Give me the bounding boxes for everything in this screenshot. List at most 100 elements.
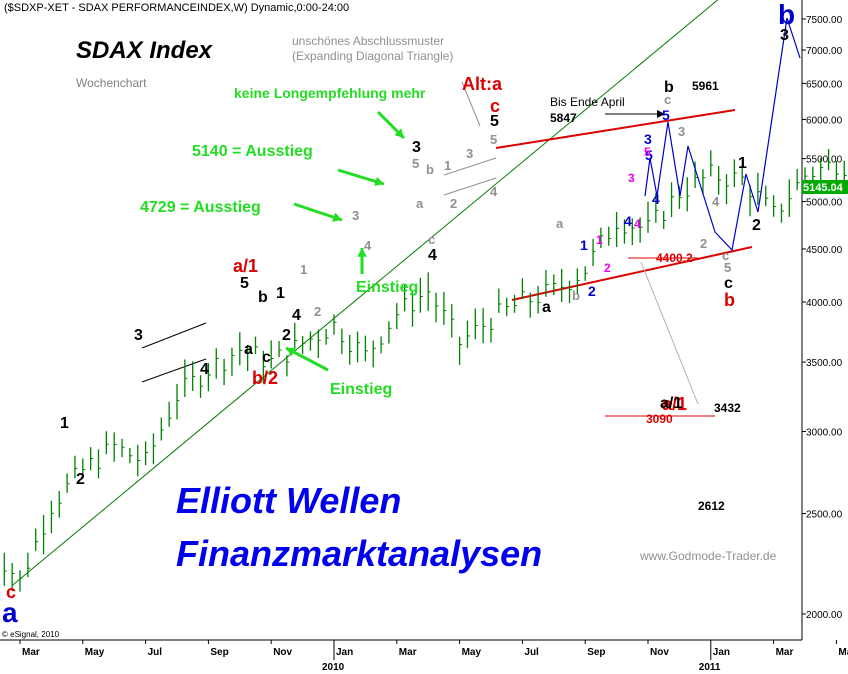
wave-label-grey: 5 (724, 260, 731, 275)
wave-label-black: 1 (60, 415, 69, 432)
chart-title: SDAX Index (76, 37, 214, 64)
wave-label-grey: 3 (466, 146, 473, 161)
y-tick-label: 6500.00 (806, 79, 843, 90)
year-label: 2010 (322, 662, 345, 673)
chart-lines (11, 0, 753, 587)
wave-label-black: a (542, 299, 551, 316)
wave-label-blue: 1 (580, 237, 588, 253)
wave-label-grey: b (572, 288, 580, 303)
x-tick-label: Nov (273, 647, 292, 658)
annotation-bis-ende-april: Bis Ende April (550, 95, 625, 109)
wave-label-blue: 5 (645, 147, 653, 163)
wave-label-black: 2 (752, 217, 761, 234)
annotations: keine Longempfehlung mehr 5140 = Ausstieg… (2, 0, 795, 628)
current-price-box (802, 180, 848, 194)
y-tick-label: 4000.00 (806, 298, 843, 309)
channel-upper-line (495, 109, 736, 149)
wave-label-grey: c (664, 92, 671, 107)
wave-label-grey: b (426, 162, 434, 177)
level-5847: 5847 (550, 111, 577, 125)
y-tick-label: 3000.00 (806, 427, 843, 438)
projection (644, 17, 801, 252)
x-tick-label: May (462, 647, 482, 658)
triangle-line (141, 358, 207, 383)
wave-label-black: 3 (412, 139, 421, 156)
green-arrow-head (394, 128, 404, 138)
x-tick-label: Mar (399, 647, 417, 658)
x-tick-label: Jul (524, 647, 539, 658)
annotation-einstieg: Einstieg (356, 279, 418, 296)
wave-label-black: 2 (76, 471, 85, 488)
x-tick-label: Jul (148, 647, 163, 658)
y-tick-label: 2000.00 (806, 610, 843, 621)
price-bars (3, 149, 847, 592)
wave-label-grey: c (428, 232, 435, 247)
wave-label-black: 4 (200, 361, 209, 378)
x-tick-label: Mar (22, 647, 40, 658)
level-4400: 4400.2 (656, 251, 693, 265)
wave-label-red: a/1 (233, 256, 258, 276)
wave-label-grey: 4 (712, 194, 720, 209)
wave-label-black: b (664, 79, 674, 96)
wave-label-black: 1 (738, 155, 747, 172)
x-tick-label: Jan (713, 647, 730, 658)
y-tick-label: 6000.00 (806, 115, 843, 126)
wave-label-grey: 5 (412, 156, 419, 171)
annotation-expanding-triangle: (Expanding Diagonal Triangle) (292, 49, 453, 63)
wave-label-blue: 3 (644, 131, 652, 147)
annotation-einstieg: Einstieg (330, 381, 392, 398)
long-term-trendline (11, 0, 719, 587)
annotation-alt-a: Alt:a (462, 74, 503, 94)
wave-label-black: 2 (282, 327, 291, 344)
wave-label-blue: a (2, 597, 18, 628)
wave-label-black: c (262, 349, 271, 366)
target-grey-line (640, 261, 699, 405)
wave-label-blue: 4 (652, 191, 660, 207)
channel-lower-line (511, 246, 753, 301)
wave-label-grey: 4 (364, 238, 372, 253)
wave-label-magenta: 3 (628, 171, 635, 185)
diagonal-grey-line (443, 157, 497, 176)
wave-label-red: b (724, 290, 735, 310)
wave-label-magenta: 2 (604, 261, 611, 275)
wave-label-black: a/1 (660, 395, 682, 412)
wave-label-black: c (724, 275, 733, 292)
brand-line-2: Finanzmarktanalysen (176, 533, 542, 574)
annotation-keine-longempfehlung: keine Longempfehlung mehr (234, 85, 426, 101)
wave-label-grey: 2 (700, 236, 707, 251)
chart-header: ($SDXP-XET - SDAX PERFORMANCEINDEX,W) Dy… (4, 2, 349, 14)
y-tick-label: 4500.00 (806, 245, 843, 256)
grey-pointer (461, 81, 481, 127)
wave-label-black: 5 (240, 275, 249, 292)
y-tick-label: 2500.00 (806, 510, 843, 521)
wave-label-grey: 3 (678, 124, 685, 139)
wave-label-blue: 4 (624, 213, 632, 229)
wave-label-blue: b (778, 0, 795, 30)
wave-label-black: 5 (490, 113, 499, 130)
wave-label-grey: 5 (490, 132, 497, 147)
wave-label-red: c (6, 582, 16, 602)
wave-label-grey: 2 (314, 304, 321, 319)
x-tick-label: May (838, 647, 848, 658)
wave-label-grey: 2 (450, 196, 457, 211)
annotation-4729-ausstieg: 4729 = Ausstieg (140, 199, 261, 216)
brand-line-1: Elliott Wellen (176, 480, 401, 521)
wave-label-black: 3 (780, 27, 789, 44)
diagonal-grey-line (443, 177, 497, 196)
wave-label-red: a/1 (662, 394, 687, 414)
wave-label-blue: 2 (588, 283, 596, 299)
triangle-line (141, 322, 207, 349)
projection-path (644, 17, 801, 252)
wave-label-grey: 3 (352, 208, 359, 223)
wave-label-magenta: 5 (644, 145, 651, 159)
wave-label-black: 4 (292, 307, 301, 324)
wave-label-black: a (244, 341, 253, 358)
wave-label-grey: 1 (444, 158, 451, 173)
copyright: © eSignal, 2010 (2, 630, 60, 639)
x-tick-label: Sep (587, 647, 605, 658)
watermark: www.Godmode-Trader.de (639, 549, 777, 563)
year-label: 2011 (699, 662, 721, 673)
y-tick-label: 5000.00 (806, 198, 843, 209)
